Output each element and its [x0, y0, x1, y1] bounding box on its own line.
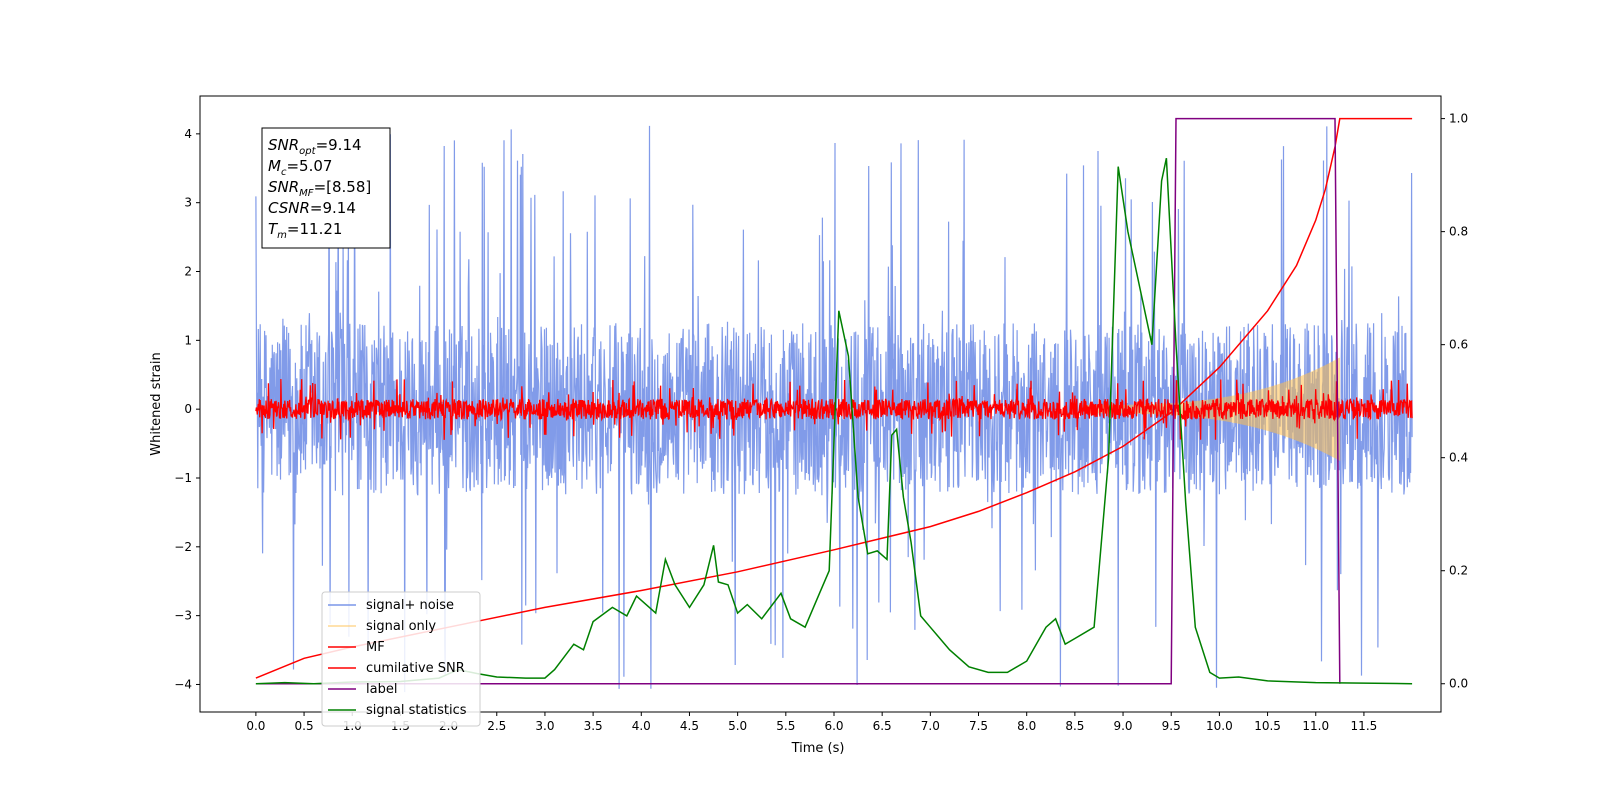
- y-left-tick-label: −3: [174, 609, 192, 623]
- x-tick-label: 8.5: [1065, 719, 1084, 733]
- y-left-tick-label: 0: [184, 402, 192, 416]
- y-right-tick-label: 0.0: [1449, 677, 1468, 691]
- y-right-tick-label: 0.4: [1449, 451, 1468, 465]
- x-tick-label: 5.5: [776, 719, 795, 733]
- y-left-tick-label: −1: [174, 471, 192, 485]
- y-left-tick-label: 1: [184, 333, 192, 347]
- x-tick-label: 5.0: [728, 719, 747, 733]
- y-right-tick-label: 0.2: [1449, 564, 1468, 578]
- x-tick-label: 9.0: [1113, 719, 1132, 733]
- annotation-frame: [261, 127, 391, 249]
- y-left-tick-label: −2: [174, 540, 192, 554]
- y-right-tick-label: 1.0: [1449, 112, 1468, 126]
- x-tick-label: 10.5: [1254, 719, 1281, 733]
- x-tick-label: 0.5: [295, 719, 314, 733]
- y-right-tick-label: 0.6: [1449, 338, 1468, 352]
- y-axis-left: −4 −3 −2 −1 0 1 2 3 4: [174, 127, 200, 691]
- legend-label: MF: [366, 640, 385, 655]
- x-tick-label: 3.0: [535, 719, 554, 733]
- legend-label: signal+ noise: [366, 598, 454, 613]
- y-left-tick-label: −4: [174, 677, 192, 691]
- x-tick-label: 11.0: [1302, 719, 1329, 733]
- series-label: [255, 117, 1341, 685]
- x-tick-label: 6.0: [824, 719, 843, 733]
- x-tick-label: 4.0: [632, 719, 651, 733]
- x-tick-label: 7.5: [969, 719, 988, 733]
- x-tick-label: 7.0: [921, 719, 940, 733]
- annotation-line: CSNR=9.14: [268, 199, 356, 217]
- x-tick-label: 10.0: [1206, 719, 1233, 733]
- legend-label: label: [366, 682, 397, 697]
- legend-label: cumilative SNR: [366, 661, 465, 676]
- x-tick-label: 2.5: [487, 719, 506, 733]
- y-axis-right: 0.0 0.2 0.4 0.6 0.8 1.0: [1441, 112, 1468, 691]
- x-axis-label: Time (s): [791, 741, 845, 756]
- series-signal-statistics: [255, 158, 1413, 685]
- x-tick-label: 9.5: [1162, 719, 1181, 733]
- y-right-tick-label: 0.8: [1449, 225, 1468, 239]
- series-cumilative-snr: [255, 117, 1413, 679]
- series-layer: [255, 117, 1413, 693]
- legend-label: signal statistics: [366, 703, 467, 718]
- x-tick-label: 3.5: [584, 719, 603, 733]
- legend-label: signal only: [366, 619, 436, 634]
- annotation-line: Tm=11.21: [268, 220, 342, 241]
- x-tick-label: 8.0: [1017, 719, 1036, 733]
- plot-frame: [199, 95, 1442, 713]
- annotation-line: SNRopt=9.14: [268, 136, 362, 157]
- x-tick-label: 11.5: [1351, 719, 1378, 733]
- x-tick-label: 4.5: [680, 719, 699, 733]
- y-left-tick-label: 4: [184, 127, 192, 141]
- series-mf: [255, 378, 1413, 440]
- legend-frame: [321, 591, 481, 727]
- y-left-tick-label: 3: [184, 196, 192, 210]
- x-tick-label: 6.5: [873, 719, 892, 733]
- y-left-tick-label: 2: [184, 265, 192, 279]
- series-signal-noise: [255, 125, 1413, 693]
- x-tick-label: 0.0: [246, 719, 265, 733]
- annotation-line: SNRMF=[8.58]: [268, 178, 371, 199]
- y-axis-label: Whitened strain: [149, 352, 164, 455]
- annotation-line: Mc=5.07: [268, 157, 332, 178]
- legend: signal+ noise signal only MF cumilative SNR…: [321, 591, 481, 727]
